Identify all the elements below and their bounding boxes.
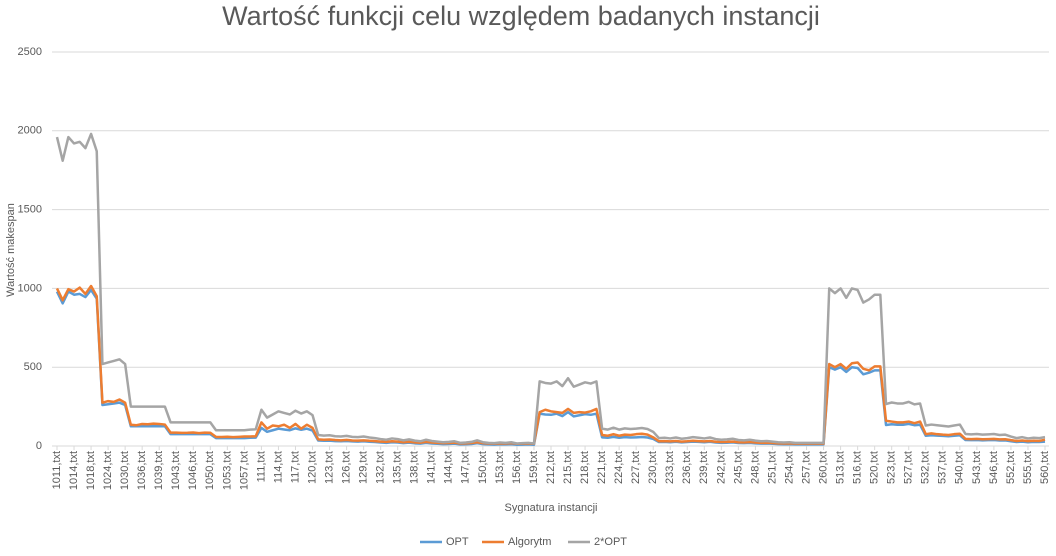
x-tick-label: 144,txt — [443, 451, 455, 484]
x-tick-label: 230,txt — [647, 451, 659, 484]
x-tick-label: 233,txt — [664, 451, 676, 484]
x-tick-label: 239,txt — [698, 451, 710, 484]
x-tick-label: 1039,txt — [153, 451, 165, 490]
x-tick-label: 141,txt — [426, 451, 438, 484]
x-tick-label: 1018,txt — [85, 451, 97, 490]
y-tick-label: 1000 — [18, 282, 42, 294]
x-tick-label: 1043,txt — [170, 451, 182, 490]
x-tick-label: 527,txt — [903, 451, 915, 484]
x-tick-label: 224,txt — [613, 451, 625, 484]
legend-label: 2*OPT — [594, 536, 627, 548]
x-tick-label: 257,txt — [800, 451, 812, 484]
x-tick-label: 546,txt — [988, 451, 1000, 484]
x-tick-label: 1046,txt — [187, 451, 199, 490]
y-axis-title: Wartość makespan — [5, 203, 17, 297]
x-tick-label: 260,txt — [817, 451, 829, 484]
x-tick-label: 150,txt — [477, 451, 489, 484]
x-tick-label: 251,txt — [766, 451, 778, 484]
x-tick-label: 1024,txt — [102, 451, 114, 490]
x-tick-label: 215,txt — [562, 451, 574, 484]
y-tick-label: 500 — [24, 361, 42, 373]
x-tick-label: 516,txt — [852, 451, 864, 484]
x-tick-label: 120,txt — [306, 451, 318, 484]
y-tick-label: 0 — [36, 440, 42, 452]
x-tick-label: 1057,txt — [238, 451, 250, 490]
x-tick-label: 560,txt — [1039, 451, 1051, 484]
series-line — [55, 132, 1046, 445]
y-tick-label: 2500 — [18, 46, 42, 58]
legend-label: Algorytm — [508, 536, 551, 548]
x-tick-label: 1036,txt — [136, 451, 148, 490]
legend-item: 2*OPT — [568, 536, 627, 548]
x-tick-label: 227,txt — [630, 451, 642, 484]
x-tick-label: 523,txt — [886, 451, 898, 484]
x-tick-label: 138,txt — [409, 451, 421, 484]
x-tick-label: 513,txt — [834, 451, 846, 484]
x-tick-label: 520,txt — [869, 451, 881, 484]
x-tick-label: 212,txt — [545, 451, 557, 484]
x-tick-label: 117,txt — [289, 451, 301, 483]
chart-title: Wartość funkcji celu względem badanych i… — [222, 1, 820, 31]
x-tick-label: 132,txt — [375, 451, 387, 484]
legend-label: OPT — [446, 536, 469, 548]
x-axis-title: Sygnatura instancji — [505, 502, 598, 514]
x-tick-label: 254,txt — [783, 451, 795, 484]
x-tick-label: 555,txt — [1022, 451, 1034, 484]
x-tick-label: 1014,txt — [68, 451, 80, 490]
x-tick-label: 532,txt — [920, 451, 932, 484]
x-tick-label: 245,txt — [732, 451, 744, 484]
legend-item: Algorytm — [482, 536, 551, 548]
x-tick-label: 147,txt — [460, 451, 472, 484]
x-tick-label: 540,txt — [954, 451, 966, 484]
legend-item: OPT — [420, 536, 469, 548]
x-tick-label: 129,txt — [358, 451, 370, 484]
x-tick-label: 537,txt — [937, 451, 949, 484]
x-tick-label: 543,txt — [971, 451, 983, 484]
x-tick-label: 135,txt — [392, 451, 404, 484]
x-tick-label: 156,txt — [511, 451, 523, 484]
x-tick-label: 218,txt — [579, 451, 591, 484]
x-tick-label: 114,txt — [272, 451, 284, 483]
series-line — [55, 284, 1046, 446]
x-tick-label: 153,txt — [494, 451, 506, 484]
x-tick-label: 248,txt — [749, 451, 761, 484]
x-tick-label: 221,txt — [596, 451, 608, 484]
x-tick-label: 159,txt — [528, 451, 540, 484]
x-tick-label: 1011,txt — [51, 451, 63, 489]
y-tick-label: 2000 — [18, 125, 42, 137]
x-tick-label: 242,txt — [715, 451, 727, 484]
x-tick-label: 236,txt — [681, 451, 693, 484]
x-tick-label: 1050,txt — [204, 451, 216, 490]
y-tick-label: 1500 — [18, 204, 42, 216]
x-tick-label: 111,txt — [255, 451, 267, 482]
x-tick-label: 552,txt — [1005, 451, 1017, 484]
x-tick-label: 1053,txt — [221, 451, 233, 490]
x-tick-label: 126,txt — [340, 451, 352, 484]
x-tick-label: 1030,txt — [119, 451, 131, 490]
x-tick-label: 123,txt — [323, 451, 335, 484]
